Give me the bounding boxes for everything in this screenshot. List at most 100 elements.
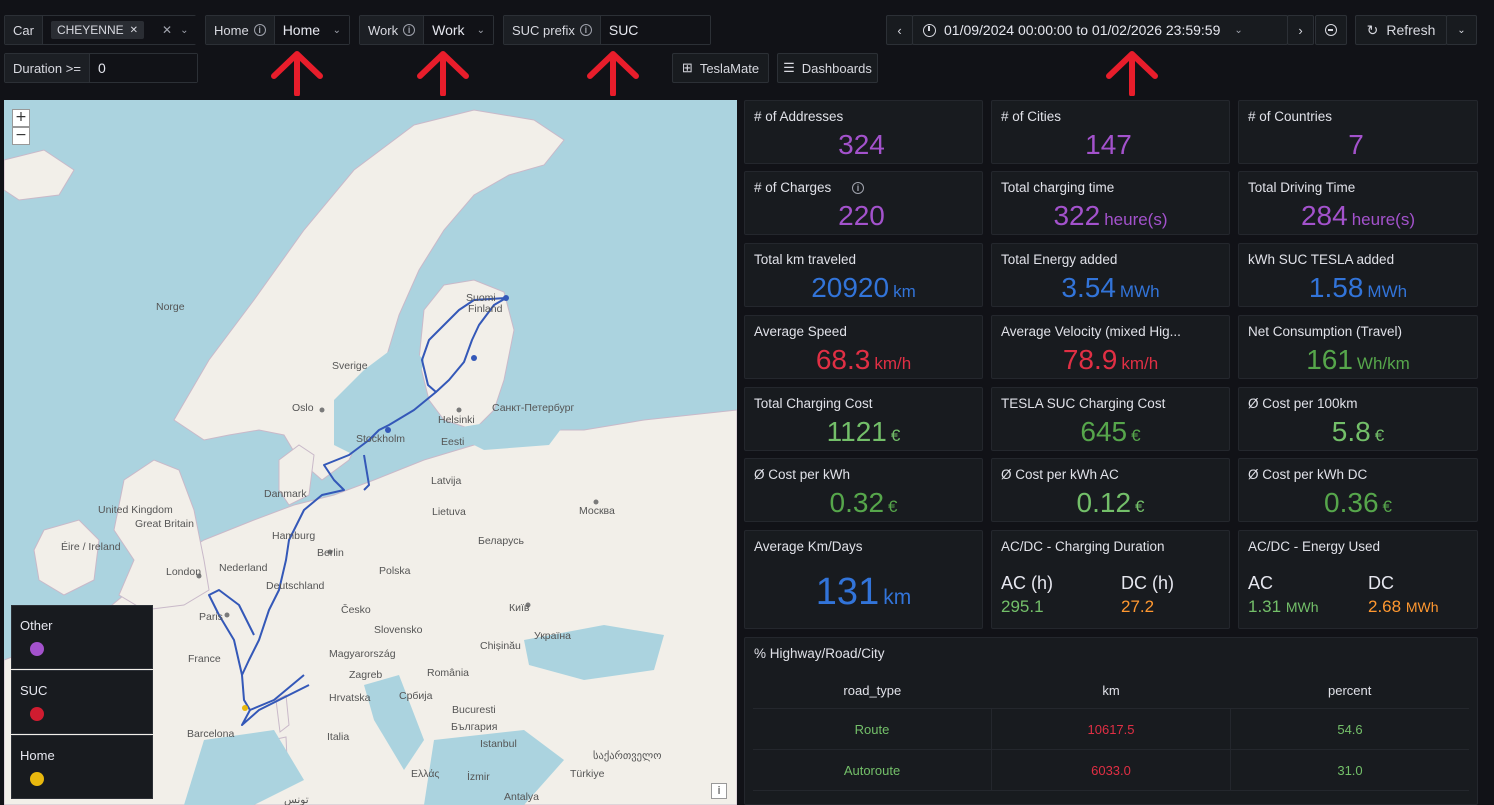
trip-map[interactable]: Norge Sverige Suomi Finland Oslo Stockholm Hel… [4, 100, 737, 805]
map-place-label: Suomi [466, 292, 496, 304]
map-place-label: Berlin [317, 547, 344, 559]
column-header[interactable]: road_type [843, 682, 902, 698]
zoom-out-icon [1325, 24, 1337, 36]
clear-icon[interactable]: ✕ [162, 23, 173, 37]
duration-input[interactable]: 0 [89, 54, 197, 82]
zoom-out-button[interactable]: − [12, 127, 30, 145]
list-icon: ☰ [783, 60, 795, 75]
stat-panel: Total Driving Time 284 heure(s) [1238, 171, 1478, 235]
panel-value: 284 heure(s) [1300, 200, 1416, 231]
panel-title: Ø Cost per kWh [754, 467, 851, 482]
car-select[interactable]: CHEYENNE ✕ ✕ ⌄ [42, 16, 197, 44]
home-value: Home [282, 22, 321, 38]
panel-title: TESLA SUC Charging Cost [1001, 396, 1166, 411]
work-label: Work [368, 22, 399, 38]
map-place-label: London [166, 566, 202, 578]
panel-value: 0.32 € [829, 487, 898, 518]
home-variable: Home i Home ⌄ [205, 15, 350, 45]
panel-title: # of Countries [1248, 109, 1333, 124]
map-place-label: Україна [534, 630, 572, 642]
dashboards-link[interactable]: ☰ Dashboards [777, 53, 878, 83]
suc-prefix-label: SUC prefix i [504, 16, 601, 44]
panel-title: Total Driving Time [1248, 180, 1356, 195]
info-icon[interactable]: i [579, 24, 592, 36]
map-place-label: France [188, 653, 221, 665]
column-header[interactable]: percent [1327, 682, 1372, 698]
panel-value: 20920 km [811, 272, 916, 303]
panel-value: 5.8 € [1331, 416, 1385, 447]
table-cell: Route [854, 721, 890, 737]
panel-title: AC/DC - Energy Used [1248, 539, 1381, 554]
chip-remove-icon[interactable]: ✕ [129, 24, 139, 36]
clock-icon [923, 23, 936, 37]
map-place-label: Éire / Ireland [61, 541, 121, 553]
legend-other[interactable]: Other [11, 605, 153, 669]
refresh-icon: ↻ [1366, 21, 1379, 38]
map-attribution-button[interactable]: i [711, 783, 727, 799]
legend-label: SUC [20, 683, 48, 698]
panel-title: Total km traveled [754, 252, 857, 267]
panel-value: 0.12 € [1076, 487, 1145, 518]
refresh-interval-dropdown[interactable]: ⌄ [1446, 15, 1477, 45]
car-chip[interactable]: CHEYENNE ✕ [50, 21, 145, 39]
panel-title: Total charging time [1001, 180, 1115, 195]
work-select[interactable]: Work ⌄ [424, 16, 493, 44]
zoom-in-button[interactable]: + [12, 109, 30, 127]
map-place-label: İzmir [467, 771, 490, 783]
panel-title: Average Velocity (mixed Hig... [1001, 324, 1181, 339]
map-place-label: Nederland [219, 562, 268, 574]
panel-value: 68.3 km/h [815, 344, 912, 375]
table-row: Route 10617.5 54.6 [753, 709, 1469, 750]
info-icon[interactable]: i [852, 182, 864, 194]
legend-home[interactable]: Home [11, 735, 153, 799]
info-icon[interactable]: i [253, 24, 266, 36]
zoom-out-time-button[interactable] [1315, 15, 1347, 45]
home-select[interactable]: Home ⌄ [274, 16, 349, 44]
table-header: road_type km percent [753, 678, 1469, 702]
map-place-label: Санкт-Петербург [492, 402, 575, 414]
panel-title: Average Speed [754, 324, 847, 339]
chevron-down-icon[interactable]: ⌄ [332, 24, 341, 36]
map-place-label: Česko [341, 604, 371, 616]
panel-energy-used: AC/DC - Energy Used AC 1.31 MWh DC 2.68 … [1238, 530, 1478, 629]
ac-hours-label: AC (h) [1001, 573, 1054, 593]
info-icon[interactable]: i [403, 24, 416, 36]
time-back-button[interactable]: ‹ [886, 15, 913, 45]
work-variable-label: Work i [360, 16, 425, 44]
panel-title: Total Energy added [1001, 252, 1118, 267]
chevron-down-icon[interactable]: ⌄ [476, 24, 485, 36]
annotation-arrow [587, 51, 639, 96]
chevron-down-icon[interactable]: ⌄ [180, 24, 189, 36]
suc-prefix-input[interactable]: SUC [600, 16, 710, 44]
panel-value: 78.9 km/h [1062, 344, 1159, 375]
car-variable: Car CHEYENNE ✕ ✕ ⌄ [4, 15, 197, 45]
panel-value: 1.58 MWh [1308, 272, 1408, 303]
panel-value: 131 km [815, 571, 912, 613]
map-place-label: Polska [379, 565, 411, 577]
stat-panel: kWh SUC TESLA added 1.58 MWh [1238, 243, 1478, 307]
chevron-right-icon: › [1298, 22, 1303, 38]
work-variable: Work i Work ⌄ [359, 15, 494, 45]
column-header[interactable]: km [1102, 682, 1120, 698]
panel-value: 322 heure(s) [1053, 200, 1168, 231]
time-range-picker[interactable]: 01/09/2024 00:00:00 to 01/02/2026 23:59:… [912, 15, 1288, 45]
map-place-label: Беларусь [478, 535, 524, 547]
table-cell: 6033.0 [991, 750, 1230, 790]
map-place-label: Italia [327, 731, 350, 743]
refresh-button[interactable]: ↻ Refresh [1355, 15, 1447, 45]
panel-charging-duration: AC/DC - Charging Duration AC (h) 295.1 D… [991, 530, 1230, 629]
map-place-label: Zagreb [349, 669, 383, 681]
map-place-label: Ελλάς [411, 768, 440, 780]
teslamate-link[interactable]: ⊞ TeslaMate [672, 53, 769, 83]
legend-suc[interactable]: SUC [11, 670, 153, 734]
stat-panel: # of Countries 7 [1238, 100, 1478, 164]
stat-panel: Ø Cost per kWh 0.32 € [744, 458, 983, 522]
time-forward-button[interactable]: › [1287, 15, 1314, 45]
time-range-label: 01/09/2024 00:00:00 to 01/02/2026 23:59:… [944, 22, 1221, 38]
dc-hours-label: DC (h) [1121, 573, 1174, 593]
panel-title: # of Charges [754, 180, 832, 195]
map-place-label: Київ [509, 602, 530, 614]
grid-icon: ⊞ [681, 60, 693, 75]
map-place-label: Barcelona [187, 728, 235, 740]
legend-label: Home [20, 748, 55, 763]
